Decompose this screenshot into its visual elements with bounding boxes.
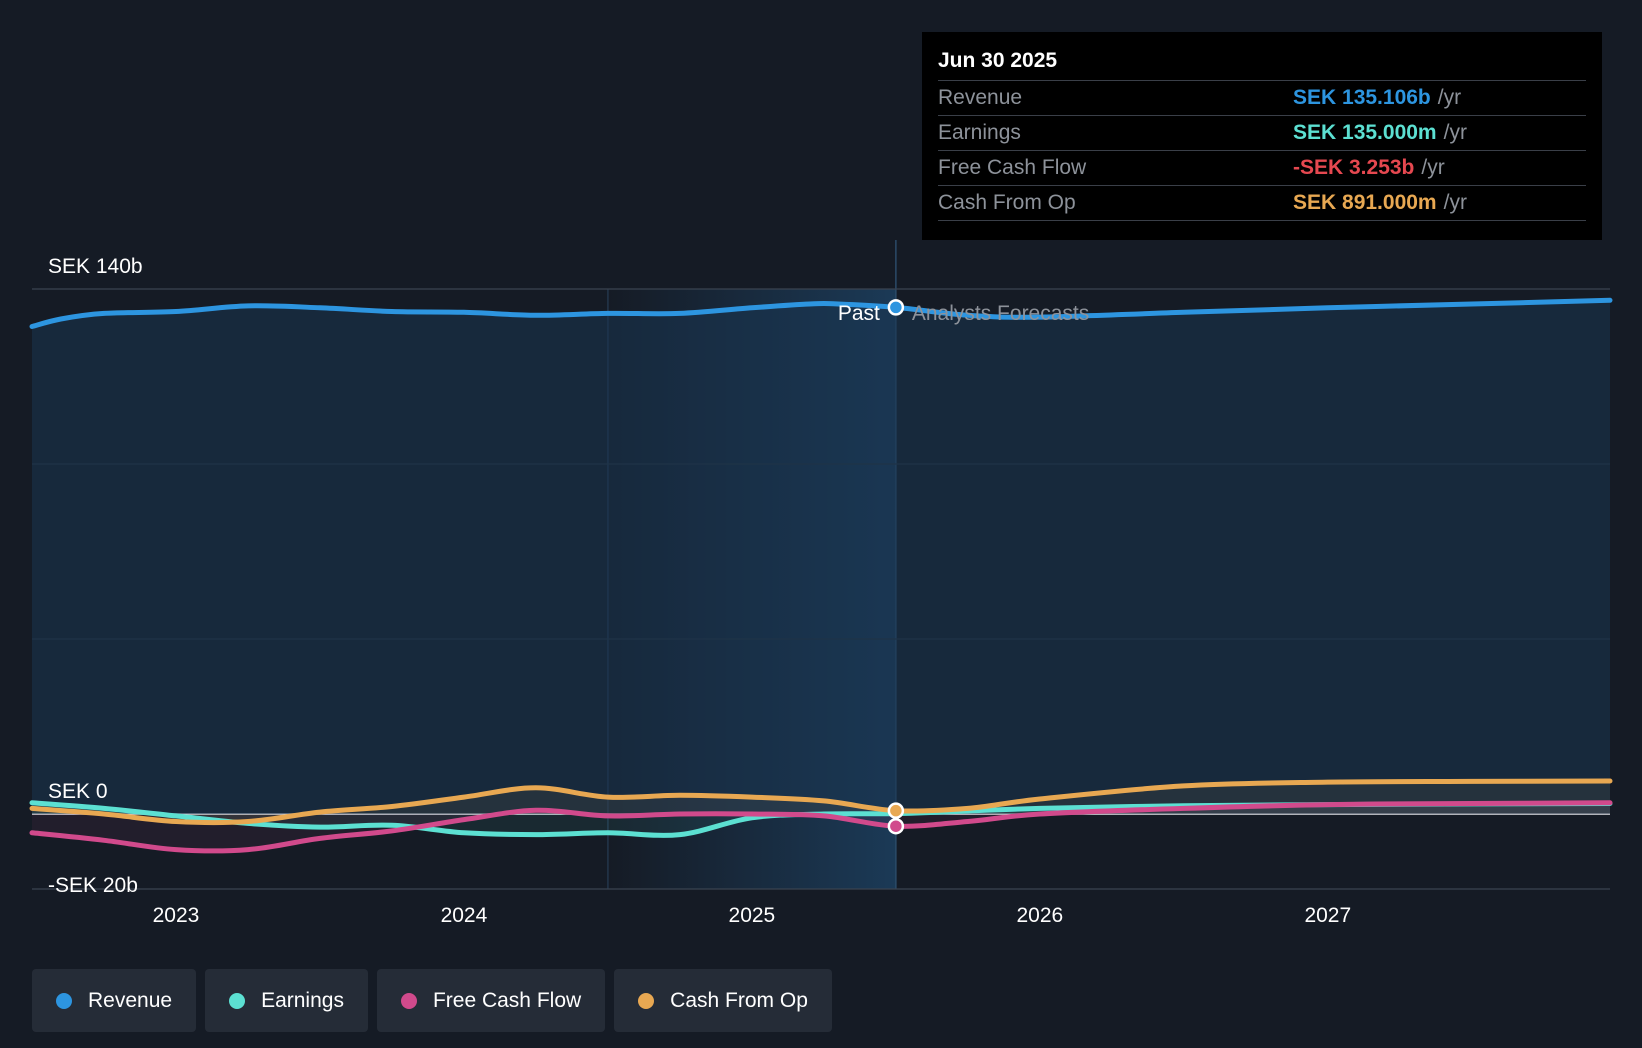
legend-item-free-cash-flow[interactable]: Free Cash Flow	[376, 969, 606, 1032]
series-line-cash-from-op	[29, 778, 1613, 826]
y-axis-label: SEK 0	[48, 780, 108, 803]
tooltip-label: Cash From Op	[938, 191, 1076, 214]
forecast-label: Analysts Forecasts	[912, 302, 1089, 325]
tooltip-date: Jun 30 2025	[938, 46, 1586, 81]
x-axis-tick-label: 2025	[729, 904, 776, 927]
tooltip-unit: /yr	[1421, 156, 1445, 179]
tooltip-value: SEK 891.000m	[1293, 191, 1437, 214]
tooltip-label: Free Cash Flow	[938, 156, 1087, 179]
x-axis-tick-label: 2026	[1016, 904, 1063, 927]
series-area-revenue	[32, 300, 1610, 814]
legend-dot-icon	[638, 992, 655, 1009]
legend-dot-icon	[56, 992, 72, 1009]
legend-item-earnings[interactable]: Earnings	[205, 969, 368, 1032]
legend-dot-icon	[400, 992, 417, 1009]
tooltip-value: SEK 135.000m	[1293, 121, 1437, 144]
marker-revenue	[887, 299, 905, 316]
tooltip-unit: /yr	[1443, 121, 1467, 144]
legend: Revenue Earnings Free Cash Flow Cash Fro…	[32, 969, 832, 1032]
legend-item-cash-from-op[interactable]: Cash From Op	[614, 969, 832, 1032]
y-axis-label: -SEK 20b	[48, 874, 138, 897]
tooltip-row-revenue: Revenue SEK 135.106b /yr	[938, 81, 1586, 116]
past-label: Past	[838, 302, 880, 325]
legend-item-revenue[interactable]: Revenue	[32, 969, 197, 1032]
tooltip-row-cash-from-op: Cash From Op SEK 891.000m /yr	[938, 186, 1586, 221]
tooltip-value: -SEK 3.253b	[1293, 156, 1415, 179]
legend-label: Earnings	[261, 988, 344, 1012]
series-area-free-cash-flow	[32, 802, 1610, 851]
x-axis-tick-label: 2023	[153, 904, 200, 927]
y-axis-label: SEK 140b	[48, 255, 143, 278]
tooltip-value: SEK 135.106b	[1293, 86, 1431, 109]
x-axis-tick-label: 2024	[441, 904, 488, 927]
tooltip-unit: /yr	[1437, 86, 1462, 109]
legend-dot-icon	[229, 992, 246, 1009]
tooltip-row-earnings: Earnings SEK 135.000m /yr	[938, 116, 1586, 151]
legend-label: Cash From Op	[670, 988, 808, 1012]
legend-label: Free Cash Flow	[432, 988, 582, 1012]
tooltip-unit: /yr	[1443, 191, 1467, 214]
tooltip: Jun 30 2025 Revenue SEK 135.106b /yr Ear…	[922, 32, 1602, 240]
legend-label: Revenue	[88, 988, 173, 1012]
tooltip-label: Revenue	[938, 86, 1023, 109]
marker-free-cash-flow	[887, 817, 905, 835]
tooltip-label: Earnings	[938, 121, 1021, 144]
marker-cash-from-op	[887, 802, 905, 819]
x-axis-tick-label: 2027	[1304, 904, 1351, 927]
series-line-free-cash-flow	[29, 800, 1613, 854]
tooltip-row-free-cash-flow: Free Cash Flow -SEK 3.253b /yr	[938, 151, 1586, 186]
series-line-revenue	[29, 297, 1613, 329]
